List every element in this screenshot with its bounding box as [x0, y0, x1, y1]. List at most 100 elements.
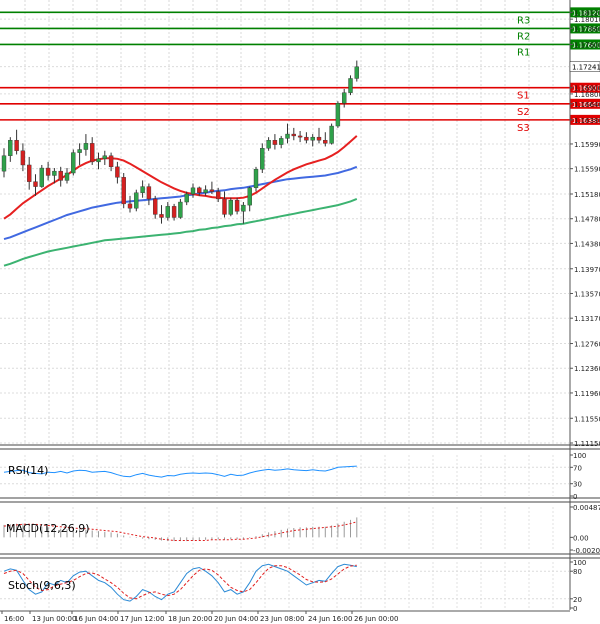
candle-body — [121, 177, 126, 205]
level-price-tag: 1.16380 — [572, 117, 600, 125]
price-tick-label: 1.16380 — [574, 117, 600, 125]
price-tick-label: 1.11550 — [574, 415, 600, 423]
level-label-r1: R1 — [517, 47, 530, 58]
stoch-tick-label: 100 — [573, 559, 586, 567]
price-tick-label: 1.18010 — [574, 16, 600, 24]
price-tick-label: 1.13970 — [574, 266, 600, 274]
candle-body — [197, 187, 202, 193]
level-label-s2: S2 — [517, 107, 530, 118]
candle-body — [108, 155, 114, 168]
candle-body — [222, 198, 227, 215]
candle-body — [27, 164, 32, 182]
candle-body — [279, 138, 284, 145]
candle-body — [253, 169, 259, 189]
stoch-tick-label: 80 — [573, 568, 582, 576]
candle-body — [285, 133, 290, 139]
candle-body — [71, 152, 76, 174]
ma-slow-line — [3, 197, 358, 267]
price-tick-label: 1.17860 — [574, 25, 600, 33]
time-tick-label: 17 Jun 12:00 — [120, 615, 164, 623]
level-price-box — [570, 7, 600, 18]
price-tick-label: 1.11960 — [574, 390, 600, 398]
level-price-box — [570, 23, 600, 34]
candle-body — [310, 136, 315, 141]
candle-body — [102, 155, 108, 159]
candle-body — [96, 158, 101, 163]
candle-body — [39, 167, 44, 187]
candle-body — [89, 143, 95, 163]
candle-body — [146, 186, 152, 200]
level-price-tag: 1.17600 — [572, 41, 600, 49]
price-tick-label: 1.14380 — [574, 240, 600, 248]
candle-body — [45, 167, 51, 176]
price-tick-label: 1.17600 — [574, 41, 600, 49]
candle-body — [323, 140, 328, 144]
price-tick-label: 1.15590 — [574, 166, 600, 174]
rsi-tick-label: 100 — [573, 452, 586, 460]
candle-body — [209, 189, 215, 192]
candle-body — [178, 201, 183, 218]
candle-body — [58, 170, 63, 181]
price-tick-label: 1.18120 — [574, 9, 600, 17]
macd-tick-label: 0.00 — [573, 534, 589, 542]
candle-body — [52, 170, 57, 176]
candle-body — [20, 150, 26, 166]
candle-body — [247, 187, 252, 206]
time-tick-label: 24 Jun 16:00 — [308, 615, 352, 623]
price-tick-label: 1.12760 — [574, 341, 600, 349]
level-label-r2: R2 — [517, 31, 530, 42]
indicator-panels: RSI(14) 100 70 30 0 MACD(12,26,9) 0.00487 0.00 -… — [0, 452, 600, 613]
candle-body — [159, 214, 164, 218]
candle-body — [266, 140, 271, 149]
candle-body — [14, 140, 19, 151]
price-tick-label: 1.15180 — [574, 191, 600, 199]
candle-body — [64, 172, 70, 181]
candle-body — [348, 78, 353, 93]
candle-body — [171, 206, 177, 218]
stoch-signal-line — [3, 564, 357, 600]
grid-lines — [0, 0, 569, 444]
price-tick-label: 1.16800 — [574, 91, 600, 99]
level-price-tag: 1.18120 — [572, 9, 600, 17]
stoch-tick-label: 0 — [573, 605, 577, 613]
price-tick-label: 1.16900 — [574, 85, 600, 93]
candle-body — [203, 189, 208, 193]
candle-body — [127, 203, 133, 209]
rsi-title: RSI(14) — [8, 464, 48, 477]
candle-body — [316, 136, 322, 141]
panel-separators — [0, 444, 600, 559]
candle-body — [140, 186, 145, 193]
level-price-box — [570, 82, 600, 93]
macd-tick-label: 0.00487 — [573, 504, 600, 512]
price-tick-label: 1.14780 — [574, 216, 600, 224]
candle-body — [342, 92, 347, 104]
rsi-tick-label: 70 — [573, 464, 582, 472]
level-price-box — [570, 39, 600, 50]
candle-body — [304, 136, 309, 141]
price-tick-label: 1.16640 — [574, 101, 600, 109]
time-tick-label: 16:00 — [4, 615, 24, 623]
candle-body — [329, 125, 334, 144]
time-tick-label: 16 Jun 04:00 — [74, 615, 118, 623]
candle-body — [215, 191, 221, 200]
level-price-box — [570, 98, 600, 109]
ma-mid-line — [3, 165, 358, 241]
level-price-tag: 1.17860 — [572, 25, 600, 33]
time-tick-label: 23 Jun 08:00 — [260, 615, 304, 623]
macd-signal-line — [3, 521, 357, 541]
price-tick-label: 1.13170 — [574, 315, 600, 323]
time-tick-label: 20 Jun 04:00 — [214, 615, 258, 623]
level-label-r3: R3 — [517, 15, 530, 26]
candle-body — [165, 206, 171, 218]
candle-body — [241, 204, 246, 212]
candle-body — [134, 192, 139, 209]
stoch-tick-label: 20 — [573, 596, 582, 604]
level-price-box — [570, 114, 600, 125]
macd-tick-label: -0.00203 — [573, 547, 600, 555]
current-price-box — [569, 61, 600, 72]
candle-body — [228, 199, 234, 215]
price-tick-label: 1.15990 — [574, 141, 600, 149]
rsi-tick-label: 30 — [573, 481, 582, 489]
